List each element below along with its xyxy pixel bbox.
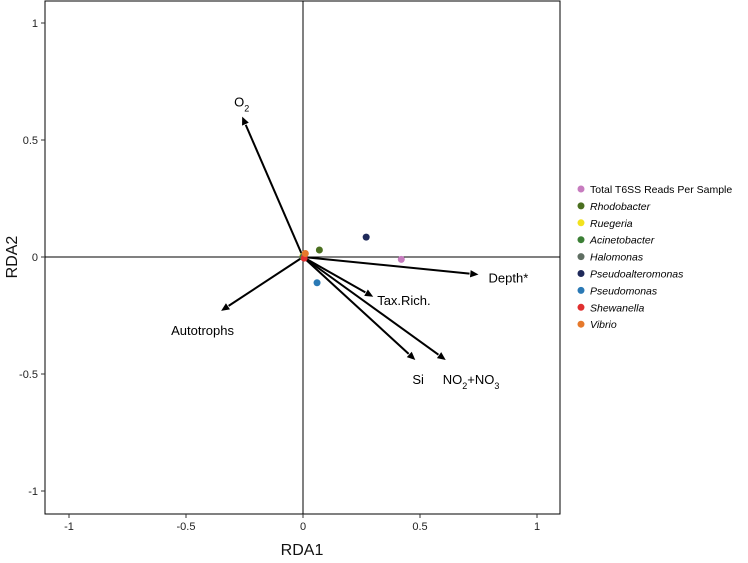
legend-label-shewanella: Shewanella <box>590 302 644 314</box>
y-axis-title: RDA2 <box>4 236 21 279</box>
x-tick-label: 0 <box>300 521 306 533</box>
vector-arrowhead-o2 <box>242 116 249 126</box>
point-rhodobacter <box>315 246 323 254</box>
legend-key-rhodobacter <box>577 202 585 210</box>
vector-label-si: Si <box>412 372 424 387</box>
legend: Total T6SS Reads Per Sample Rhodobacter Ru… <box>577 184 732 331</box>
legend-label-ruegeria: Ruegeria <box>590 218 633 230</box>
vector-line-depth <box>302 256 470 275</box>
environment-vectors: O2 Depth* Tax.Rich. Autotrophs Si NO2+NO3 <box>171 95 528 391</box>
point-total-t6ss-reads-per-sample <box>397 255 405 263</box>
legend-key-ruegeria <box>577 219 585 227</box>
legend-label-halomonas: Halomonas <box>590 252 644 264</box>
legend-label-rhodobacter: Rhodobacter <box>590 201 651 213</box>
x-tick-label: 1 <box>534 521 540 533</box>
y-tick-label: 0.5 <box>23 135 38 147</box>
x-tick-label: -1 <box>64 521 74 533</box>
legend-label-pseudomonas: Pseudomonas <box>590 285 658 297</box>
legend-key-shewanella <box>577 303 585 311</box>
vector-line-tax-rich <box>302 256 366 294</box>
vector-label-depth: Depth* <box>489 271 529 286</box>
y-tick-label: 1 <box>32 18 38 30</box>
vector-line-o2 <box>244 124 304 258</box>
x-tick-label: -0.5 <box>177 521 196 533</box>
legend-key-total-t6ss-reads-per-sample <box>577 185 585 193</box>
y-axis-ticks: 1 0.5 0 -0.5 -1 <box>19 18 45 498</box>
sample-points <box>299 233 405 287</box>
legend-key-vibrio <box>577 320 585 328</box>
vector-label-o2: O2 <box>234 95 249 114</box>
vector-label-no2-no3: NO2+NO3 <box>443 372 500 391</box>
legend-label-acinetobacter: Acinetobacter <box>589 235 655 247</box>
point-pseudomonas <box>313 279 321 287</box>
legend-label-vibrio: Vibrio <box>590 319 617 331</box>
vector-arrowhead-tax-rich <box>364 289 374 297</box>
x-tick-label: 0.5 <box>412 521 427 533</box>
x-axis-title: RDA1 <box>281 542 324 559</box>
point-pseudoalteromonas <box>362 233 370 241</box>
vector-arrowhead-depth <box>469 270 479 278</box>
vector-arrowhead-si <box>406 351 416 360</box>
vector-line-autotrophs <box>228 256 304 307</box>
vector-line-si <box>302 256 410 355</box>
x-axis-ticks: -1 -0.5 0 0.5 1 <box>64 514 540 533</box>
legend-key-pseudoalteromonas <box>577 270 585 277</box>
vector-label-autotrophs: Autotrophs <box>171 323 234 338</box>
legend-key-acinetobacter <box>577 236 585 244</box>
legend-label-pseudoalteromonas: Pseudoalteromonas <box>590 269 684 281</box>
point-vibrio <box>301 249 309 257</box>
vector-arrowhead-no2-no3 <box>436 352 446 360</box>
legend-label-total-t6ss-reads-per-sample: Total T6SS Reads Per Sample <box>590 184 732 196</box>
y-tick-label: -1 <box>28 486 38 498</box>
legend-key-halomonas <box>577 253 585 261</box>
y-tick-label: -0.5 <box>19 369 38 381</box>
y-tick-label: 0 <box>32 252 38 264</box>
vector-line-no2-no3 <box>302 256 440 356</box>
vector-label-tax-rich: Tax.Rich. <box>377 293 430 308</box>
legend-key-pseudomonas <box>577 286 585 294</box>
vector-arrowhead-autotrophs <box>221 303 230 311</box>
